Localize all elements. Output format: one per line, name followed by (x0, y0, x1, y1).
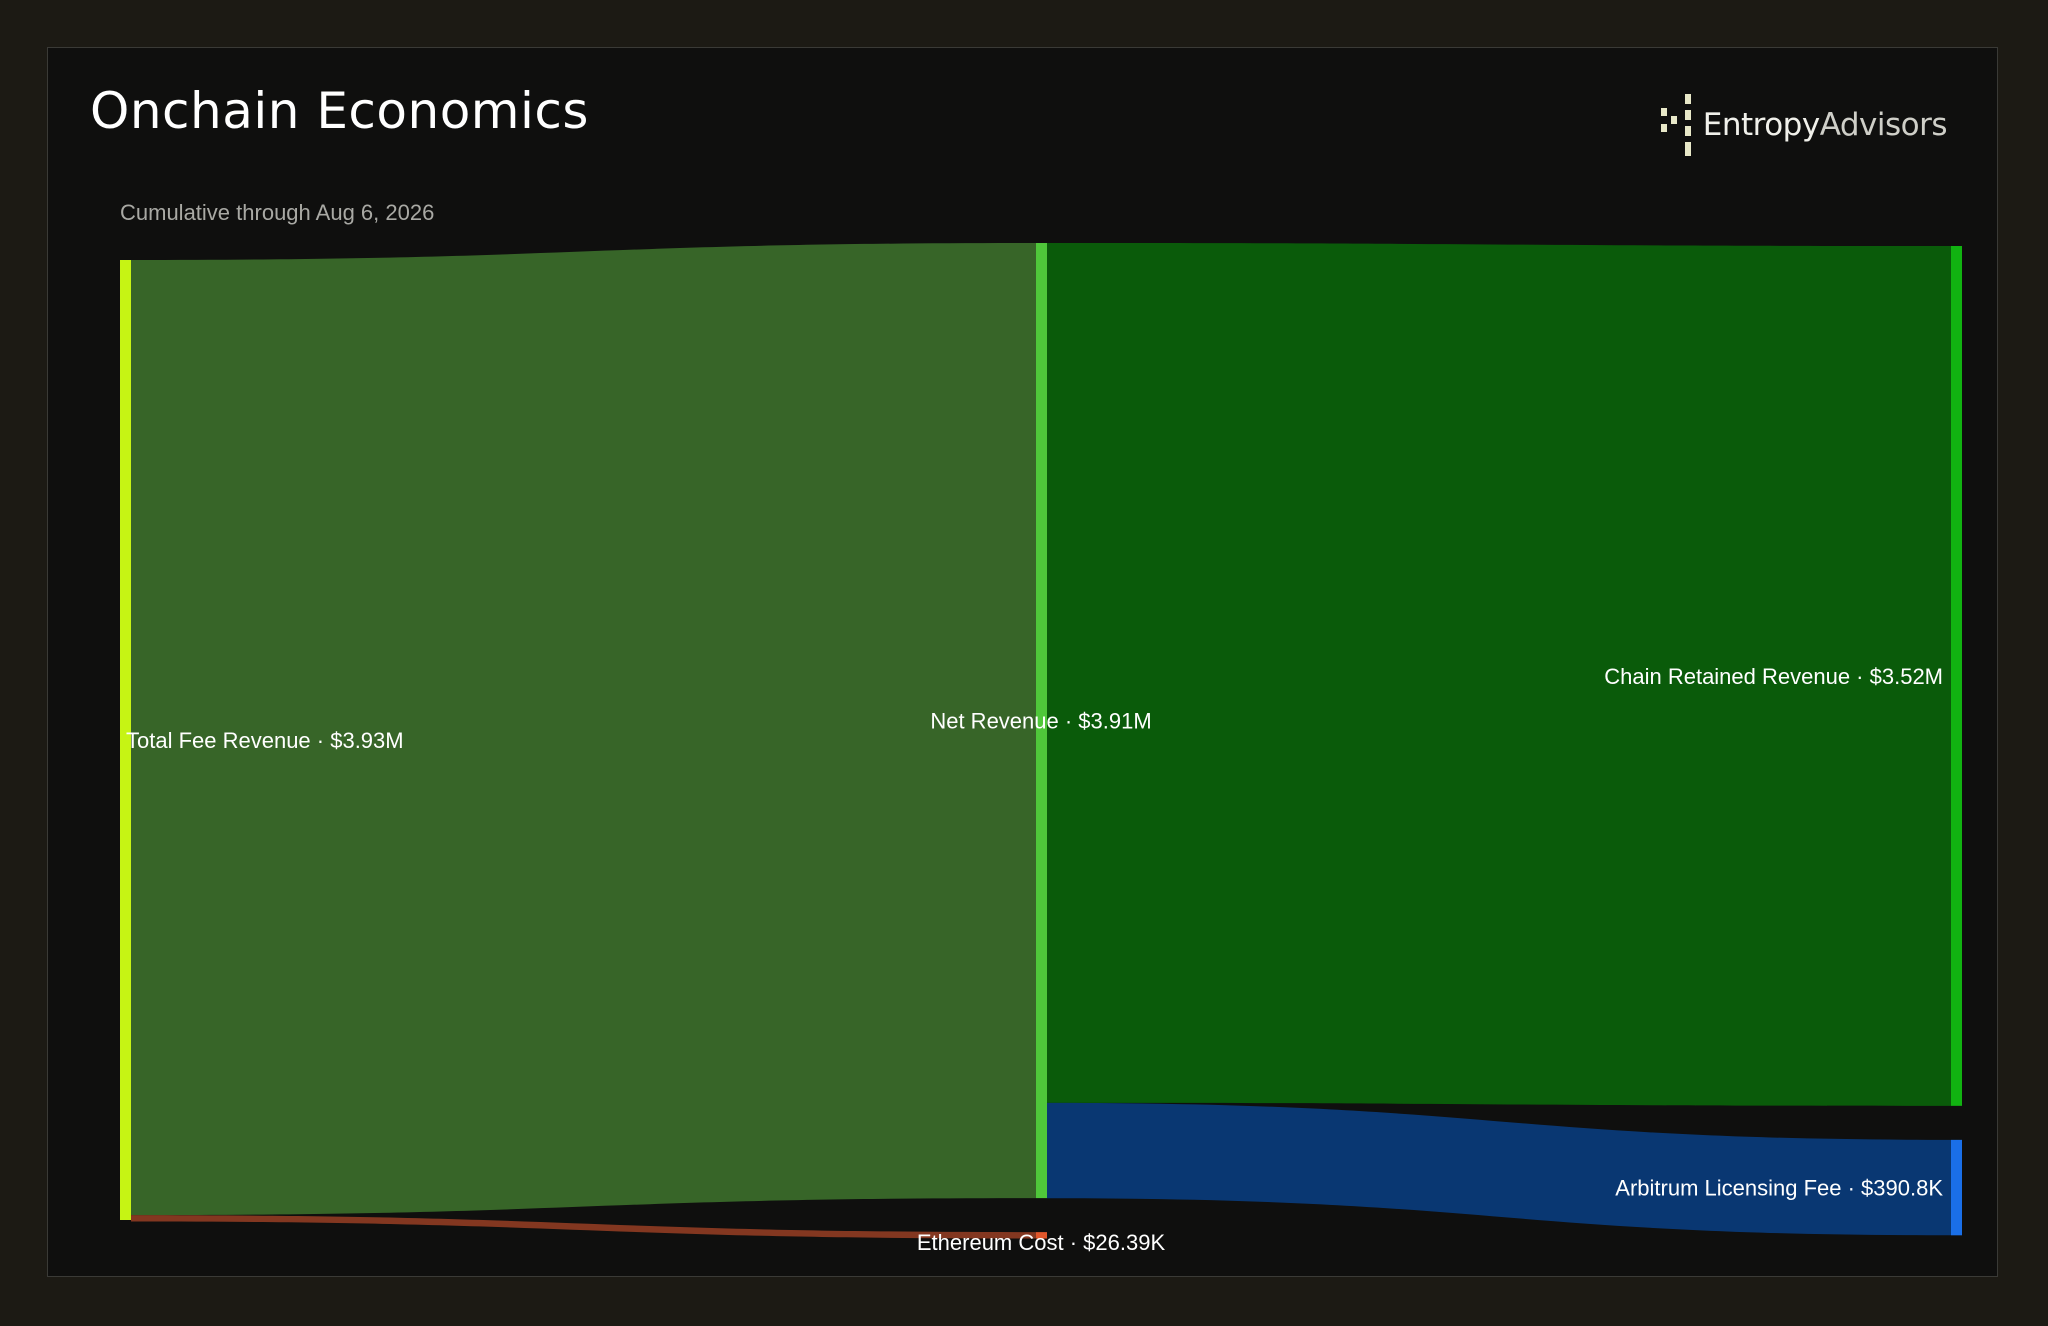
logo-word-entropy: Entropy (1702, 107, 1820, 143)
sankey-label-chain_retained: Chain Retained Revenue · $3.52M (1604, 664, 1943, 689)
logo-wordmark: EntropyAdvisors (1702, 107, 1948, 143)
sankey-label-arb_fee: Arbitrum Licensing Fee · $390.8K (1615, 1176, 1943, 1201)
sankey-links (131, 243, 1951, 1239)
sankey-node-eth_cost (1036, 1232, 1047, 1239)
sankey-nodes (120, 243, 1962, 1239)
sankey-label-eth_cost: Ethereum Cost · $26.39K (917, 1230, 1166, 1255)
sankey-node-chain_retained (1951, 246, 1962, 1106)
sankey-node-total_fee (120, 260, 131, 1220)
sankey-node-arb_fee (1951, 1139, 1962, 1236)
sankey-link-net_revenue-to-chain_retained (1047, 243, 1951, 1106)
page-title: Onchain Economics (90, 82, 589, 140)
brand-logo: EntropyAdvisors (1660, 94, 1948, 156)
chart-subtitle: Cumulative through Aug 6, 2026 (120, 200, 435, 225)
sankey-label-net_revenue: Net Revenue · $3.91M (930, 709, 1151, 734)
sankey-link-total_fee-to-net_revenue (131, 243, 1036, 1216)
sankey-node-net_revenue (1036, 243, 1047, 1199)
logo-word-advisors: Advisors (1819, 107, 1948, 143)
sankey-link-total_fee-to-eth_cost (131, 1215, 1036, 1239)
chart-card: Onchain Economics Cumulative through Aug… (47, 47, 1998, 1277)
sankey-labels: Total Fee Revenue · $3.93M Net Revenue · … (126, 664, 1943, 1255)
entropy-advisors-logo-icon (1660, 94, 1691, 156)
sankey-link-net_revenue-to-arb_fee (1047, 1102, 1951, 1236)
sankey-chart: Total Fee Revenue · $3.93M Net Revenue · … (120, 243, 1962, 1255)
sankey-label-total_fee: Total Fee Revenue · $3.93M (126, 728, 404, 753)
